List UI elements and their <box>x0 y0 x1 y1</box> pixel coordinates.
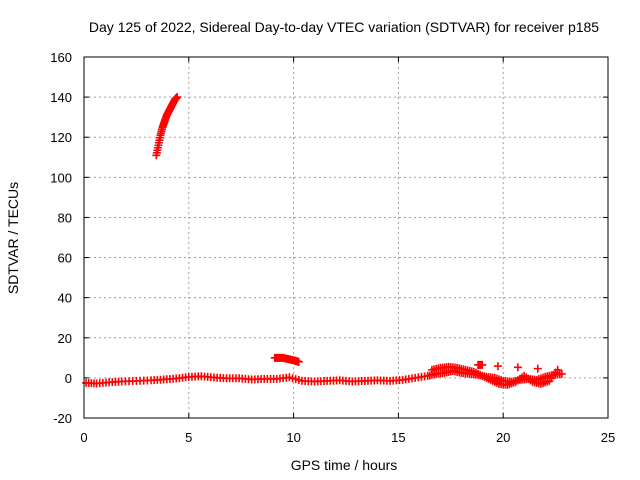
data-points <box>82 93 566 389</box>
chart-title: Day 125 of 2022, Sidereal Day-to-day VTE… <box>89 19 599 35</box>
data-point-fill <box>513 363 522 372</box>
data-point-fill <box>155 133 164 142</box>
data-point-fill <box>420 372 429 381</box>
data-point-fill <box>459 365 468 374</box>
y-tick-label: 140 <box>50 90 72 105</box>
y-axis-label: SDTVAR / TECUs <box>5 182 21 294</box>
data-point-fill <box>294 357 303 366</box>
plot-frame <box>83 56 609 419</box>
data-point-fill <box>408 374 417 383</box>
series-spread <box>427 360 562 389</box>
y-tick-label: 60 <box>58 251 72 266</box>
data-point-fill <box>551 368 560 377</box>
data-point-fill <box>172 93 181 102</box>
data-point-fill <box>484 374 493 383</box>
data-point-fill <box>114 377 123 386</box>
x-tick-label: 5 <box>185 430 192 445</box>
x-tick-label: 15 <box>391 430 405 445</box>
x-tick-label: 0 <box>80 430 87 445</box>
series-arc-mid <box>270 353 303 366</box>
y-tick-label: 100 <box>50 170 72 185</box>
data-point-fill <box>543 377 552 386</box>
y-tick-label: 0 <box>65 371 72 386</box>
data-point-fill <box>526 376 535 385</box>
data-point-fill <box>476 370 485 379</box>
data-point-fill <box>294 375 303 384</box>
y-tick-label: 80 <box>58 210 72 225</box>
y-tick-label: 160 <box>50 50 72 65</box>
x-axis-label: GPS time / hours <box>291 457 398 473</box>
x-tick-label: 25 <box>601 430 615 445</box>
y-tick-label: 40 <box>58 291 72 306</box>
data-point-fill <box>555 370 564 379</box>
series-arc-high <box>152 93 182 160</box>
x-tick-label: 20 <box>496 430 510 445</box>
data-point-fill <box>153 143 162 152</box>
data-point-fill <box>493 362 502 371</box>
x-tick-label: 10 <box>286 430 300 445</box>
data-point-fill <box>143 376 152 385</box>
y-tick-label: 120 <box>50 130 72 145</box>
data-point-fill <box>477 360 486 369</box>
data-point-fill <box>509 378 518 387</box>
y-tick-label: -20 <box>53 411 72 426</box>
axis-ticks: 0 5 10 15 20 25 -20 0 20 40 60 80 100 120 140 160 <box>50 50 615 445</box>
data-point-fill <box>158 125 167 134</box>
data-point-fill <box>128 377 137 386</box>
data-point-fill <box>533 364 542 373</box>
data-point-fill <box>467 367 476 376</box>
data-point-fill <box>492 378 501 387</box>
y-tick-label: 20 <box>58 331 72 346</box>
